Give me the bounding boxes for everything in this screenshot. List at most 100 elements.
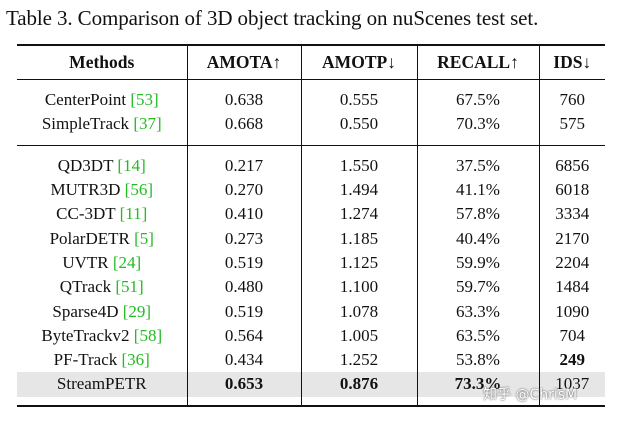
method-cell: Sparse4D [29] — [17, 299, 187, 323]
amotp-cell: 1.100 — [300, 275, 417, 300]
header-amotp: AMOTP↓ — [300, 46, 417, 79]
ids-cell: 1484 — [538, 275, 605, 300]
amotp-cell: 1.274 — [300, 202, 417, 227]
method-name: QTrack — [59, 277, 112, 297]
amotp-cell: 1.185 — [300, 226, 417, 251]
amota-cell: 0.519 — [186, 299, 301, 324]
method-name: SimpleTrack — [41, 114, 130, 134]
ids-cell: 3334 — [538, 202, 605, 227]
amota-cell: 0.668 — [186, 112, 301, 137]
recall-cell: 41.1% — [416, 177, 539, 203]
recall-cell: 53.8% — [416, 347, 539, 373]
header-ids: IDS↓ — [538, 46, 605, 79]
method-cell: SimpleTrack [37] — [17, 112, 187, 136]
group-rule — [17, 144, 605, 146]
method-name: UVTR — [62, 252, 109, 272]
ids-cell: 704 — [538, 323, 605, 348]
method-name: PF-Track — [53, 350, 118, 370]
amota-cell: 0.273 — [186, 226, 301, 251]
method-cell: CC-3DT [11] — [17, 202, 187, 226]
citation-link[interactable]: [51] — [115, 277, 144, 297]
amotp-cell: 1.078 — [300, 299, 417, 324]
recall-cell: 73.3% — [416, 372, 539, 397]
header-methods: Methods — [69, 52, 135, 72]
table-row: Sparse4D [29] 0.519 1.078 63.3% 1090 — [17, 299, 605, 324]
table-row: PF-Track [36] 0.434 1.252 53.8% 249 — [17, 347, 605, 373]
ids-cell: 760 — [538, 88, 605, 113]
amotp-cell: 1.494 — [300, 177, 417, 203]
recall-cell: 70.3% — [416, 112, 539, 137]
header-row: Methods AMOTA↑ AMOTP↓ RECALL↑ IDS↓ — [17, 46, 605, 79]
ids-cell: 6856 — [538, 153, 605, 178]
table-row: StreamPETR 0.653 0.876 73.3% 1037 — [17, 372, 605, 397]
ids-cell: 1090 — [538, 299, 605, 324]
method-name: ByteTrackv2 — [41, 325, 130, 345]
citation-link[interactable]: [5] — [134, 228, 154, 248]
header-rule — [17, 79, 605, 80]
recall-cell: 59.9% — [416, 250, 539, 276]
amota-cell: 0.217 — [186, 153, 301, 178]
watermark: 知乎 @ChrisM — [483, 387, 578, 403]
amotp-cell: 0.555 — [300, 88, 417, 113]
table-caption: Table 3. Comparison of 3D object trackin… — [6, 6, 539, 30]
ids-cell: 249 — [538, 347, 605, 373]
method-cell: CenterPoint [53] — [17, 88, 187, 112]
amota-cell: 0.270 — [186, 177, 301, 203]
table-row: SimpleTrack [37] 0.668 0.550 70.3% 575 — [17, 112, 605, 137]
header-amota: AMOTA↑ — [186, 46, 301, 79]
amota-cell: 0.480 — [186, 275, 301, 300]
recall-cell: 63.3% — [416, 299, 539, 324]
amota-cell: 0.564 — [186, 323, 301, 348]
recall-cell: 57.8% — [416, 202, 539, 227]
amota-cell: 0.434 — [186, 347, 301, 373]
table-row: CC-3DT [11] 0.410 1.274 57.8% 3334 — [17, 202, 605, 227]
amota-cell: 0.638 — [186, 88, 301, 113]
method-cell: PF-Track [36] — [17, 348, 187, 372]
method-cell: MUTR3D [56] — [17, 178, 187, 202]
ids-cell: 1037 — [538, 372, 605, 397]
method-cell: PolarDETR [5] — [17, 226, 187, 250]
citation-link[interactable]: [29] — [122, 301, 152, 321]
citation-link[interactable]: [14] — [117, 155, 146, 175]
ids-cell: 2170 — [538, 226, 605, 251]
method-cell: ByteTrackv2 [58] — [17, 324, 187, 348]
method-name: CC-3DT — [56, 204, 116, 224]
citation-link[interactable]: [58] — [133, 325, 163, 345]
table-row: CenterPoint [53] 0.638 0.555 67.5% 760 — [17, 88, 605, 113]
method-cell: UVTR [24] — [17, 251, 187, 275]
amotp-cell: 1.252 — [300, 347, 417, 373]
recall-cell: 37.5% — [416, 153, 539, 178]
method-name: PolarDETR — [49, 228, 130, 248]
amotp-cell: 1.550 — [300, 153, 417, 178]
method-cell: QTrack [51] — [17, 275, 187, 299]
method-name: Sparse4D — [52, 301, 119, 321]
amotp-cell: 1.005 — [300, 323, 417, 348]
method-name: CenterPoint — [44, 90, 127, 110]
ids-cell: 6018 — [538, 177, 605, 203]
method-cell: StreamPETR — [17, 372, 187, 397]
citation-link[interactable]: [36] — [121, 350, 150, 370]
table-row: PolarDETR [5] 0.273 1.185 40.4% 2170 — [17, 226, 605, 251]
amota-cell: 0.410 — [186, 202, 301, 227]
method-name: MUTR3D — [50, 180, 121, 200]
table-row: QTrack [51] 0.480 1.100 59.7% 1484 — [17, 275, 605, 300]
results-table: Methods AMOTA↑ AMOTP↓ RECALL↑ IDS↓ Cente… — [17, 44, 605, 407]
top-rule — [17, 44, 605, 46]
citation-link[interactable]: [53] — [130, 90, 159, 110]
amotp-cell: 0.550 — [300, 112, 417, 137]
ids-cell: 2204 — [538, 250, 605, 276]
citation-link[interactable]: [56] — [124, 180, 153, 200]
citation-link[interactable]: [24] — [112, 252, 142, 272]
recall-cell: 40.4% — [416, 226, 539, 251]
method-name: QD3DT — [57, 155, 114, 175]
citation-link[interactable]: [11] — [119, 204, 148, 224]
table-row: UVTR [24] 0.519 1.125 59.9% 2204 — [17, 250, 605, 276]
citation-link[interactable]: [37] — [133, 114, 162, 134]
bottom-rule — [17, 404, 605, 407]
ids-cell: 575 — [538, 112, 605, 137]
table-row: ByteTrackv2 [58] 0.564 1.005 63.5% 704 — [17, 323, 605, 348]
table-row: QD3DT [14] 0.217 1.550 37.5% 6856 — [17, 153, 605, 178]
recall-cell: 59.7% — [416, 275, 539, 300]
table-row: MUTR3D [56] 0.270 1.494 41.1% 6018 — [17, 177, 605, 203]
recall-cell: 67.5% — [416, 88, 539, 113]
